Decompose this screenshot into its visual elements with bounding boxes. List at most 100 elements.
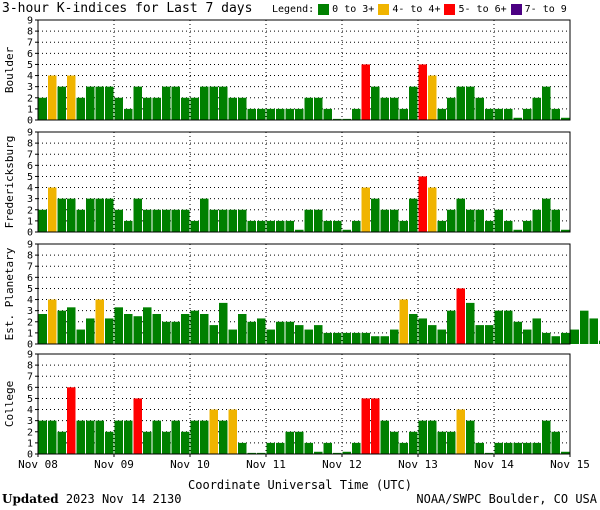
k-bar [95,420,104,454]
k-bar [475,325,484,344]
k-bar [390,431,399,454]
legend-swatch-yellow [378,4,390,15]
y-tick-label: 1 [27,216,33,227]
k-bar [209,325,218,344]
k-bar [152,420,161,454]
legend-label-0-3: 0 to 3+ [332,4,375,15]
k-bar [561,229,570,232]
k-bar [428,325,437,344]
y-tick-label: 5 [27,394,33,405]
k-bar [323,442,332,454]
k-bar [67,75,76,120]
k-bar [504,442,513,454]
k-bar [352,220,361,232]
k-bar [228,97,237,120]
legend-item-0-3: 0 to 3+ [318,4,374,15]
y-tick-label: 2 [27,427,33,438]
k-bar [200,86,209,120]
k-bar [333,332,342,344]
k-bar [352,442,361,454]
k-bar [219,302,228,344]
k-bar [304,442,313,454]
k-bar [361,332,370,344]
y-tick-label: 9 [27,240,33,251]
k-bar [504,108,513,120]
k-bar [238,97,247,120]
k-bar [342,451,351,454]
k-bar [181,314,190,344]
k-bar [390,329,399,344]
k-bar [323,108,332,120]
k-bar [513,442,522,454]
k-bar [475,442,484,454]
k-bar [276,108,285,120]
k-bar [133,86,142,120]
y-tick-label: 6 [27,49,33,60]
k-bar [304,329,313,344]
k-bar [485,325,494,344]
y-tick-label: 4 [27,71,33,82]
k-bar [162,321,171,344]
k-bar [323,220,332,232]
k-bar [361,398,370,454]
k-bar [513,321,522,344]
k-bar [228,409,237,454]
k-bar [247,321,256,344]
k-bar [485,452,494,454]
k-bar [371,198,380,232]
k-bar [162,209,171,232]
y-tick-label: 2 [27,205,33,216]
k-bar [304,209,313,232]
y-tick-label: 8 [27,251,33,262]
k-bar [380,420,389,454]
k-bar [48,299,57,344]
k-bar [447,310,456,344]
k-bar [124,108,133,120]
k-bar [475,209,484,232]
k-bar [371,398,380,454]
y-tick-label: 7 [27,38,33,49]
k-bar [418,318,427,344]
panel-label: Est. Planetary [3,247,16,340]
y-tick-label: 6 [27,383,33,394]
k-bar [532,209,541,232]
legend-item-4: 4- to 4+ [378,4,440,15]
k-bar [276,442,285,454]
k-bar [171,420,180,454]
y-tick-label: 3 [27,82,33,93]
k-bar [466,420,475,454]
k-bar [266,442,275,454]
k-bar [124,314,133,344]
k-bar [314,97,323,120]
k-bar [105,86,114,120]
k-bar [190,420,199,454]
k-bar [57,198,66,232]
k-bar [38,420,47,454]
k-bar [494,310,503,344]
panel-label: Fredericksburg [3,136,16,229]
y-tick-label: 4 [27,405,33,416]
k-bar [257,452,266,454]
k-bar [342,118,351,120]
k-bar [76,329,85,344]
k-bar [418,64,427,120]
k-bar [143,431,152,454]
panel-frame [37,353,571,455]
k-bar [285,220,294,232]
k-bar [570,329,579,344]
y-tick-label: 9 [27,16,33,27]
k-bar [323,332,332,344]
k-bar [428,187,437,232]
k-bar [86,86,95,120]
k-bar [352,108,361,120]
k-bar [561,117,570,120]
k-bar [466,302,475,344]
k-bar [200,420,209,454]
k-bar [399,299,408,344]
updated-label: Updated [2,492,59,506]
k-bar [285,431,294,454]
y-tick-label: 5 [27,284,33,295]
k-bar [266,108,275,120]
panel-label: Boulder [3,46,16,93]
k-bar [95,299,104,344]
